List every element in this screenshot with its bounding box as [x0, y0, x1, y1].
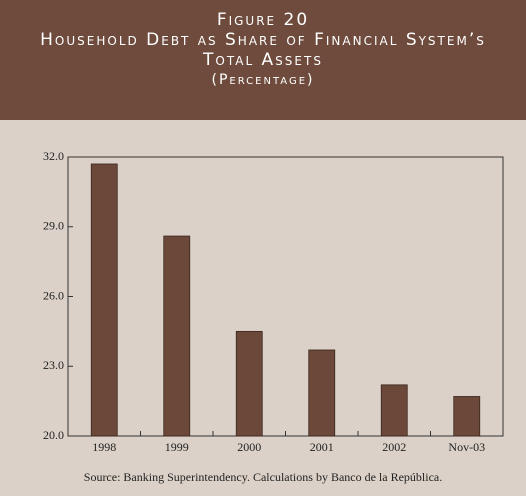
chart-subtitle: (Percentage)	[211, 72, 315, 88]
bar	[380, 384, 408, 437]
plot-frame	[67, 156, 504, 437]
y-tick-label: 32.0	[43, 149, 64, 163]
y-tick-label: 20.0	[43, 428, 64, 442]
figure-label: Figure 20	[216, 10, 310, 30]
y-tick-label: 29.0	[43, 219, 64, 233]
bar	[90, 163, 118, 437]
bar	[308, 349, 336, 437]
x-tick-label: Nov-03	[448, 440, 485, 454]
x-tick-label: 2002	[382, 440, 406, 454]
y-tick-label: 26.0	[43, 288, 64, 302]
y-tick-label: 23.0	[43, 358, 64, 372]
bar	[453, 396, 481, 437]
x-tick-label: 1998	[92, 440, 116, 454]
x-tick-label: 2000	[237, 440, 261, 454]
header: Figure 20 Household Debt as Share of Fin…	[0, 0, 526, 120]
source-note: Source: Banking Superintendency. Calcula…	[84, 470, 442, 484]
bar	[163, 235, 191, 437]
chart: Source: Banking Superintendency. Calcula…	[43, 149, 504, 484]
x-tick-label: 1999	[165, 440, 189, 454]
bar	[235, 330, 263, 437]
x-tick-label: 2001	[310, 440, 334, 454]
chart-title: Household Debt as Share of Financial Sys…	[40, 30, 486, 70]
